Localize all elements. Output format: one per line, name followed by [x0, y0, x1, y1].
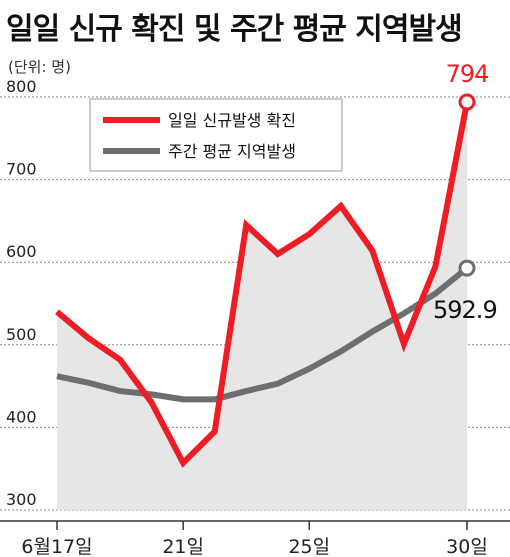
y-tick-label: 400	[6, 407, 37, 426]
end-point-marker	[458, 259, 476, 277]
end-point-marker	[458, 93, 476, 111]
series-line	[56, 265, 469, 403]
legend-box	[89, 98, 343, 172]
series-line	[55, 101, 470, 468]
y-tick-labels: 300 400 500 600 700 800	[6, 77, 37, 509]
chart-title: 일일 신규 확진 및 주간 평균 지역발생	[6, 12, 463, 47]
data-label: 794	[446, 60, 489, 88]
area-under-daily	[57, 101, 467, 511]
y-tick-label: 700	[6, 160, 37, 179]
x-tick-label: 6월17일	[21, 536, 92, 557]
legend-label: 일일 신규발생 확진	[168, 111, 296, 130]
series-lines: 794 592.9	[55, 60, 498, 468]
y-tick-label: 600	[6, 242, 37, 261]
unit-label: (단위: 명)	[8, 58, 71, 76]
legend-label: 주간 평균 지역발생	[168, 142, 296, 161]
y-tick-label: 800	[6, 77, 37, 96]
y-tick-label: 500	[6, 325, 37, 344]
x-tick-label: 30일	[446, 536, 488, 557]
x-axis: 6월17일 21일 25일 30일	[0, 520, 510, 557]
x-tick-label: 21일	[162, 536, 204, 557]
y-tick-label: 300	[6, 490, 37, 509]
x-tick-label: 25일	[288, 536, 330, 557]
data-label: 592.9	[433, 296, 497, 324]
area-fill	[57, 101, 467, 511]
